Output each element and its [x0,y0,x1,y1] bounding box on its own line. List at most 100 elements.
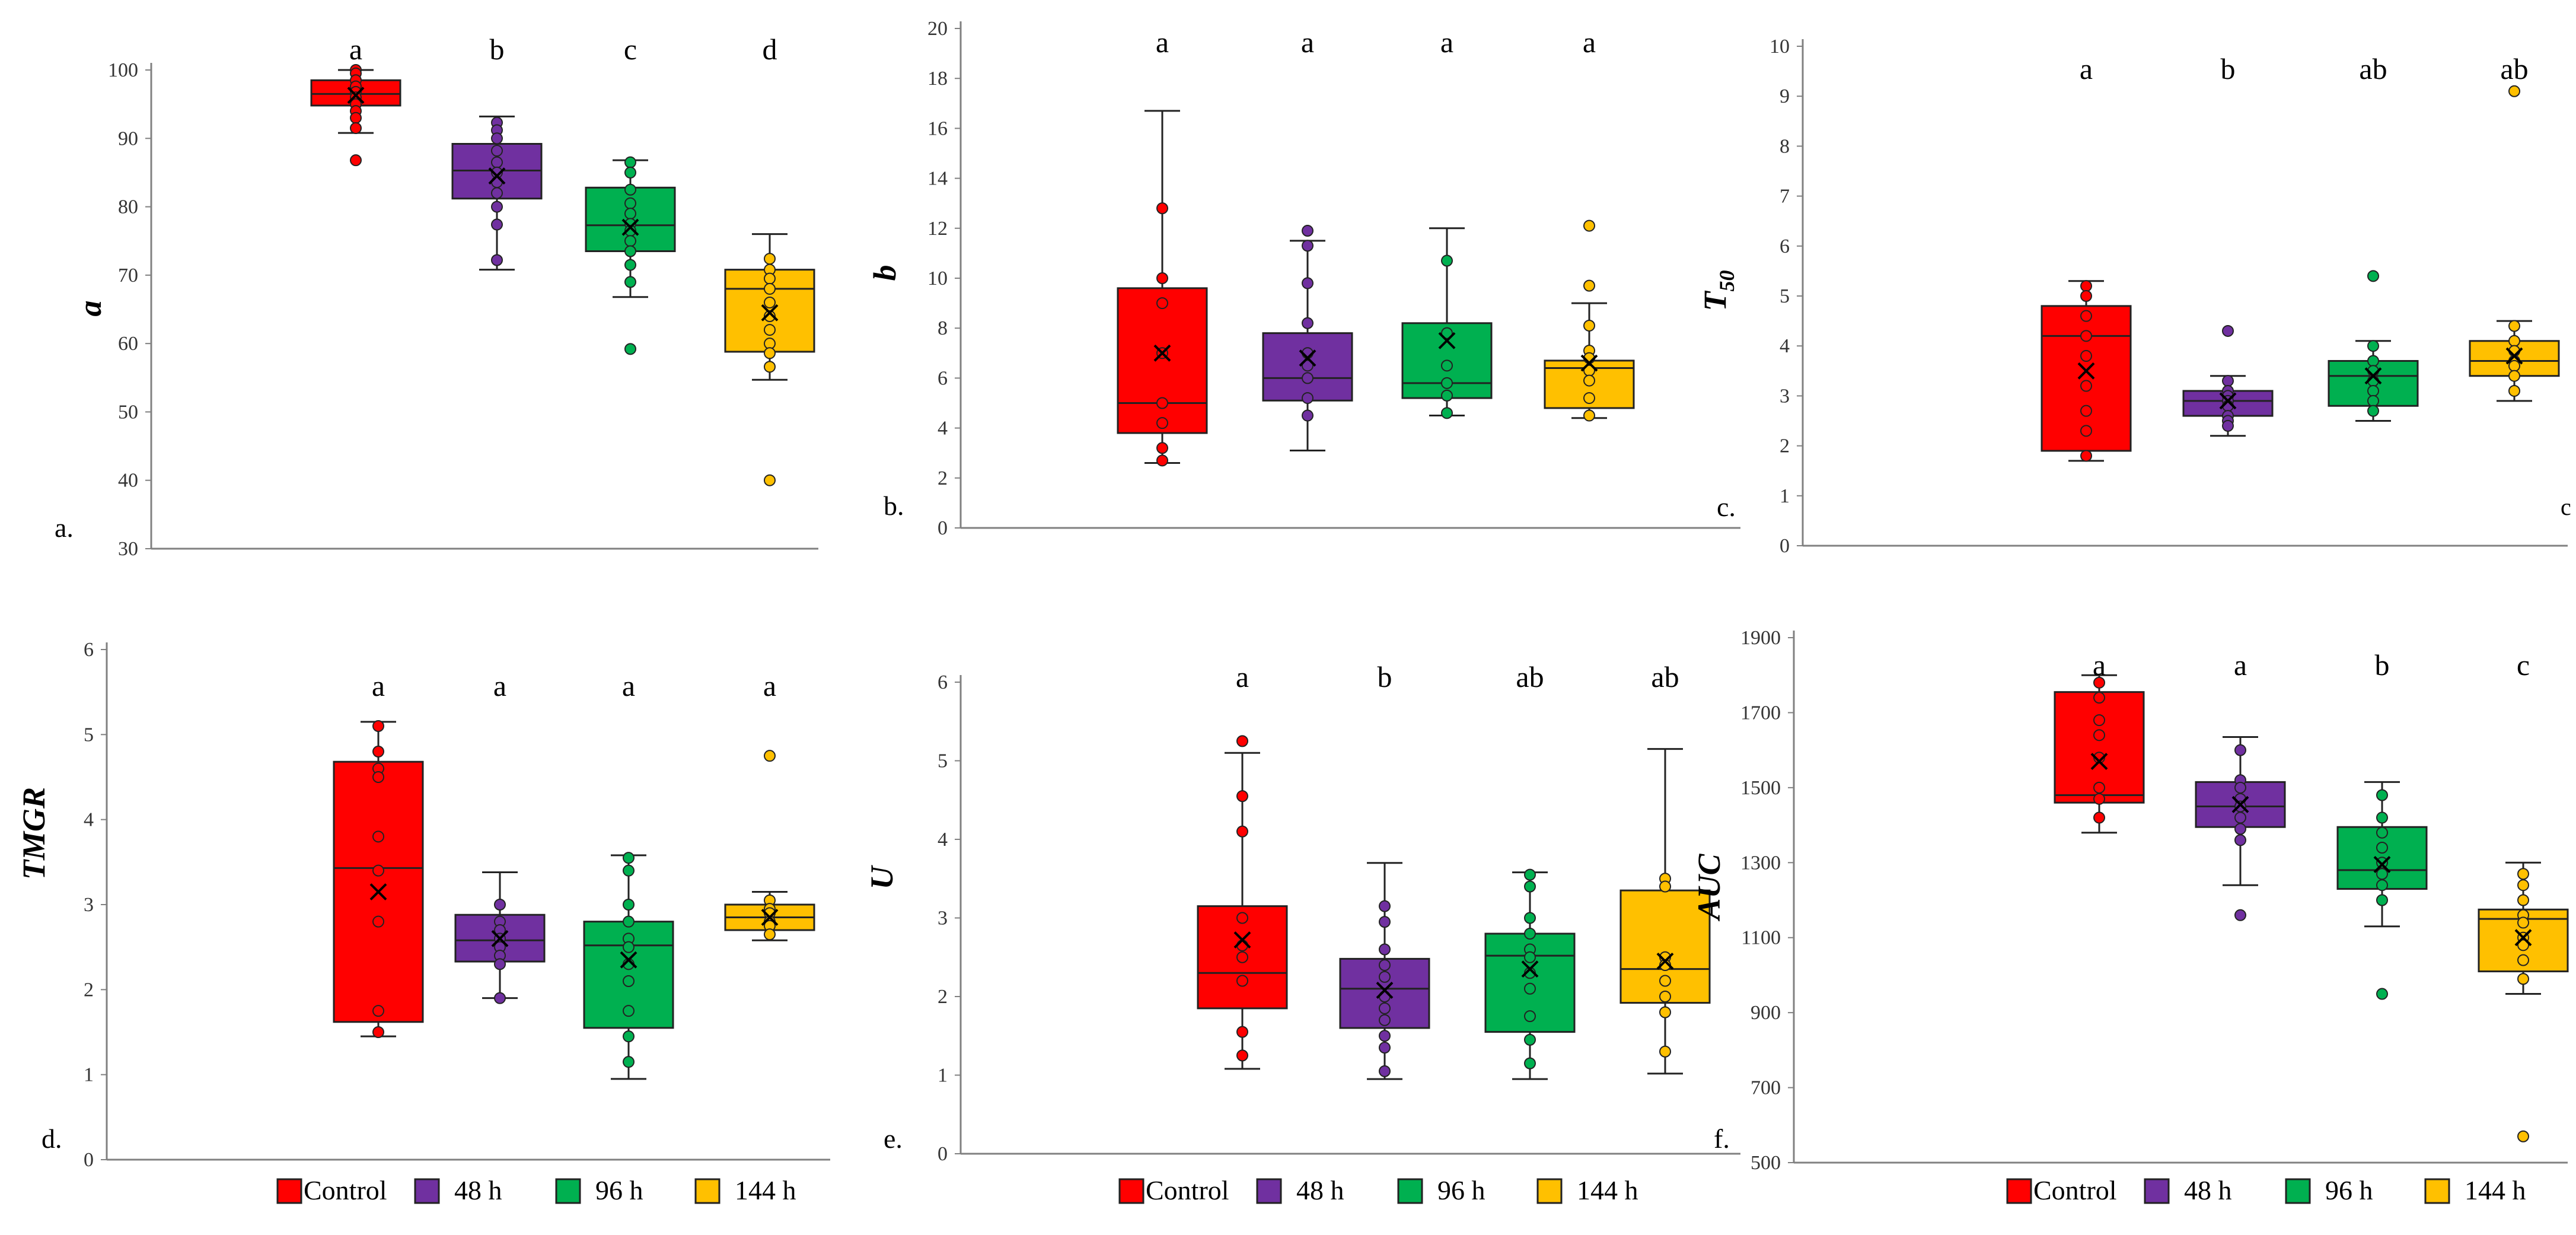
data-point [2376,894,2388,906]
data-point [350,154,362,167]
data-point [1524,1057,1536,1070]
data-point [1302,277,1313,289]
data-point [624,276,636,288]
data-point [2508,370,2520,382]
data-point [2093,692,2105,704]
data-point [2376,826,2388,839]
panel-label: e. [884,1123,903,1154]
data-point [624,166,636,179]
box-group-4: a [1544,26,1635,422]
y-tick-label: 2 [1780,435,1790,457]
legend-3: Control 48 h 96 h 144 h [2006,1175,2526,1205]
data-point [1441,327,1453,339]
data-point [372,746,384,757]
data-point [2234,781,2246,794]
legend-label: Control [1146,1175,1229,1205]
data-point [1156,442,1168,454]
data-point [2222,419,2234,432]
data-point [1379,1065,1391,1077]
legend-swatch [2144,1178,2170,1204]
mean-marker [2505,347,2523,365]
y-tick-label: 4 [938,418,948,440]
data-point [623,941,635,953]
data-point [1583,279,1595,292]
significance-letter: a [1583,26,1596,59]
y-tick-label: 3 [938,908,948,930]
data-point [372,771,384,783]
box-group-2: b [2182,52,2274,437]
data-point [1524,880,1536,893]
data-point [1583,319,1595,332]
mean-marker [2373,856,2391,873]
data-point [764,474,776,486]
data-point [2080,280,2092,292]
legend-swatch [2424,1178,2450,1204]
y-tick-label: 10 [1770,36,1790,58]
data-point [2517,954,2529,966]
y-tick-label: 2 [84,979,94,1001]
data-point [2367,340,2379,352]
data-point [624,183,636,196]
mean-marker [2077,362,2095,380]
mean-marker [2219,392,2237,410]
data-point [1659,1006,1671,1018]
significance-letter: ab [1651,660,1679,693]
data-point [1156,454,1168,467]
y-tick-label: 1 [1780,485,1790,507]
data-point [2508,384,2520,397]
y-tick-label: 9 [1780,85,1790,107]
data-point [1524,951,1536,963]
data-point [2367,355,2379,367]
data-point [2093,792,2105,805]
y-tick-label: 4 [84,809,94,831]
data-point [2376,857,2388,869]
data-point [2376,842,2388,854]
y-tick-label: 14 [927,168,948,190]
y-tick-label: 3 [1780,385,1790,407]
data-point [1583,219,1595,232]
significance-letter: c [2517,648,2530,682]
data-point [1379,970,1391,983]
data-point [372,720,384,732]
data-point [623,1005,635,1017]
data-point [350,112,362,124]
data-point [1236,975,1248,987]
legend-label: 144 h [2465,1175,2526,1205]
data-point [491,132,503,145]
chart-panel-4: 0 1 2 3 4 5 6 TMGR d. a a a a [16,639,830,1171]
box-group-1: a [1197,660,1288,1070]
y-tick-label: 7 [1780,186,1790,208]
y-tick-label: 6 [1780,235,1790,257]
y-tick-label: 90 [118,128,138,149]
y-tick-label: 4 [938,829,948,851]
data-point [2234,744,2246,756]
y-tick-label: 1900 [1740,627,1781,649]
significance-letter: a [622,669,635,702]
legend-label: 96 h [2325,1175,2373,1205]
data-point [2508,335,2520,347]
data-point [624,156,636,168]
data-point [1379,943,1391,956]
box-group-2: b [451,33,543,271]
y-axis-label: a [72,301,108,317]
data-point [1524,982,1536,995]
data-point [1441,254,1453,267]
legend-swatch [2006,1178,2032,1204]
mean-marker [369,883,387,900]
mean-marker [1376,981,1394,999]
y-tick-label: 100 [108,59,138,81]
data-point [2508,359,2520,372]
data-point [372,864,384,877]
legend-swatch [1397,1178,1423,1204]
box-group-4: d [724,33,815,486]
data-point [1156,202,1168,215]
data-point [764,310,776,323]
data-point [2080,330,2092,342]
data-point [2234,834,2246,846]
box-iqr [1117,287,1208,434]
y-tick-label: 5 [1780,285,1790,307]
y-tick-label: 10 [927,268,948,289]
data-point [1302,317,1313,329]
box-group-1: a [333,669,424,1038]
y-tick-label: 8 [1780,135,1790,157]
